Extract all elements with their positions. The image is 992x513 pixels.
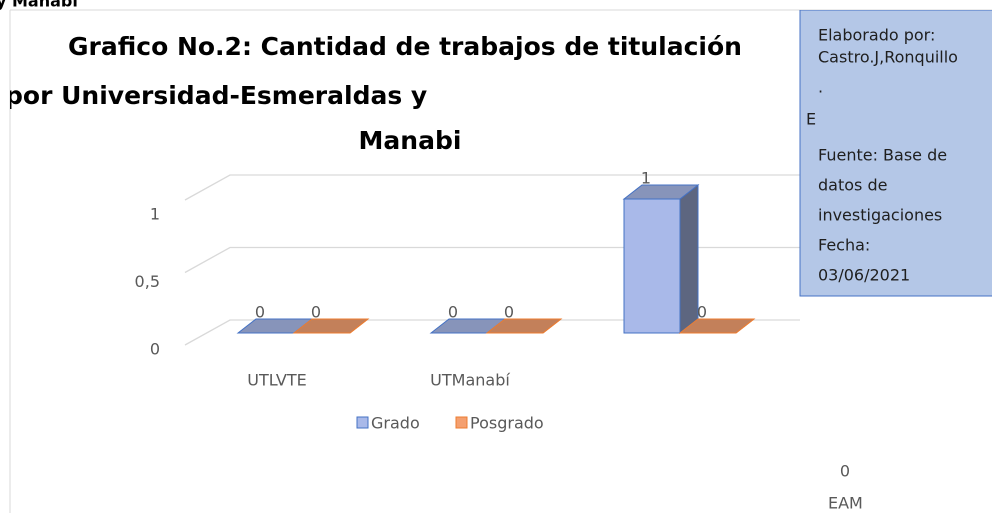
stray-label: EAM xyxy=(828,494,863,513)
legend-swatch xyxy=(356,416,369,429)
y-tick-label: 1 xyxy=(150,205,160,224)
bar-top xyxy=(485,318,563,334)
chart-title: por Universidad-Esmeraldas y xyxy=(5,81,427,110)
plot: 0 0,5 1 Grafico No.2: Cantidad de trabajos … xyxy=(5,10,992,513)
text-box-line: . xyxy=(818,78,823,97)
text-box xyxy=(799,10,992,297)
x-tick-label: UTManabí xyxy=(430,371,510,390)
text-box-line: Elaborado por: xyxy=(818,26,935,45)
grid-line xyxy=(184,319,800,346)
text-box-line: E xyxy=(806,110,816,129)
x-tick-label: UTLVTE xyxy=(247,371,306,390)
text-box-line: investigaciones xyxy=(818,206,942,225)
data-label: 0 xyxy=(255,303,265,322)
legend-label: Grado xyxy=(371,414,420,433)
text-box-line: datos de xyxy=(818,176,887,195)
legend-label: Posgrado xyxy=(470,414,544,433)
bar-side xyxy=(679,183,699,335)
bar xyxy=(623,198,681,334)
grid-line xyxy=(184,174,800,201)
data-label: 0 xyxy=(504,303,514,322)
legend-swatch xyxy=(455,416,468,429)
data-label: 0 xyxy=(697,303,707,322)
bar-top xyxy=(292,318,370,334)
data-label: 0 xyxy=(448,303,458,322)
y-tick-label: 0,5 xyxy=(135,272,160,291)
stray-label: 0 xyxy=(840,462,850,481)
text-box-line: Fecha: xyxy=(818,236,870,255)
text-box-line: Castro.J,Ronquillo xyxy=(818,48,958,67)
bar-top xyxy=(622,184,700,200)
data-label: 0 xyxy=(311,303,321,322)
header-fragment: y Manabí xyxy=(0,0,79,11)
text-box-line: 03/06/2021 xyxy=(818,266,910,285)
chart-title: Manabi xyxy=(359,126,462,155)
data-label: 1 xyxy=(641,169,651,188)
chart-title: Grafico No.2: Cantidad de trabajos de ti… xyxy=(68,32,742,61)
grid-line xyxy=(184,246,800,274)
text-box-line: Fuente: Base de xyxy=(818,146,947,165)
y-tick-label: 0 xyxy=(150,340,160,359)
bar-top xyxy=(678,318,756,334)
